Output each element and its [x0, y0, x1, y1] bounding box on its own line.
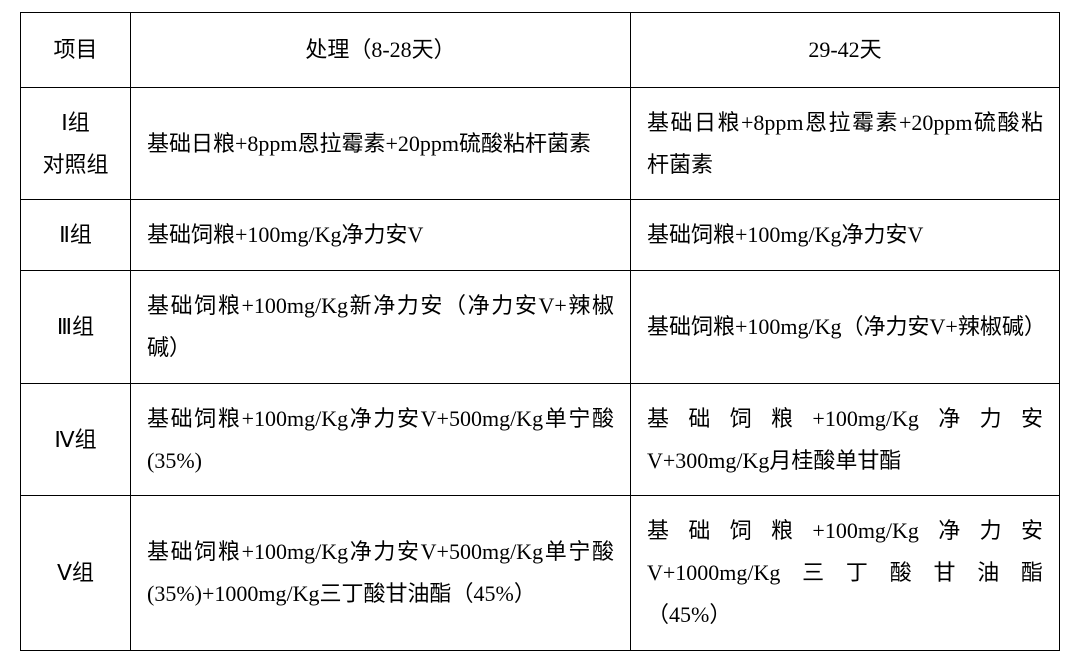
group-5-col1: 基础饲粮+100mg/Kg净力安V+500mg/Kg单宁酸(35%)+1000m…: [131, 496, 631, 650]
group-1-col1: 基础日粮+8ppm恩拉霉素+20ppm硫酸粘杆菌素: [131, 87, 631, 200]
group-4-col2-line1: 基础饲粮+100mg/Kg净力安: [647, 406, 1043, 431]
group-2-col2: 基础饲粮+100mg/Kg净力安V: [631, 200, 1060, 271]
table-container: 项目 处理（8-28天） 29-42天 Ⅰ组 对照组 基础日粮+8ppm恩拉霉素…: [0, 0, 1080, 663]
group-2-col1: 基础饲粮+100mg/Kg净力安V: [131, 200, 631, 271]
group-1-col2: 基础日粮+8ppm恩拉霉素+20ppm硫酸粘杆菌素: [631, 87, 1060, 200]
table-row: Ⅰ组 对照组 基础日粮+8ppm恩拉霉素+20ppm硫酸粘杆菌素 基础日粮+8p…: [21, 87, 1060, 200]
header-treatment: 处理（8-28天）: [131, 13, 631, 88]
group-4-col2: 基础饲粮+100mg/Kg净力安 V+300mg/Kg月桂酸单甘酯: [631, 383, 1060, 496]
header-project: 项目: [21, 13, 131, 88]
group-3-col1: 基础饲粮+100mg/Kg新净力安（净力安V+辣椒碱）: [131, 271, 631, 384]
group-5-col2-line1: 基础饲粮+100mg/Kg净力安: [647, 518, 1043, 543]
group-4-col2-line2: V+300mg/Kg月桂酸单甘酯: [647, 440, 1043, 482]
group-5-label: Ⅴ组: [21, 496, 131, 650]
table-row: Ⅱ组 基础饲粮+100mg/Kg净力安V 基础饲粮+100mg/Kg净力安V: [21, 200, 1060, 271]
table-header-row: 项目 处理（8-28天） 29-42天: [21, 13, 1060, 88]
group-3-label: Ⅲ组: [21, 271, 131, 384]
group-5-col2-line2: V+1000mg/Kg三丁酸甘油酯: [647, 560, 1043, 585]
experiment-table: 项目 处理（8-28天） 29-42天 Ⅰ组 对照组 基础日粮+8ppm恩拉霉素…: [20, 12, 1060, 651]
group-5-col2: 基础饲粮+100mg/Kg净力安 V+1000mg/Kg三丁酸甘油酯 （45%）: [631, 496, 1060, 650]
group-1-label: Ⅰ组 对照组: [21, 87, 131, 200]
group-4-label: Ⅳ组: [21, 383, 131, 496]
table-row: Ⅳ组 基础饲粮+100mg/Kg净力安V+500mg/Kg单宁酸(35%) 基础…: [21, 383, 1060, 496]
table-row: Ⅴ组 基础饲粮+100mg/Kg净力安V+500mg/Kg单宁酸(35%)+10…: [21, 496, 1060, 650]
group-4-col1: 基础饲粮+100mg/Kg净力安V+500mg/Kg单宁酸(35%): [131, 383, 631, 496]
group-1-label-line2: 对照组: [27, 144, 124, 186]
group-3-col2: 基础饲粮+100mg/Kg（净力安V+辣椒碱）: [631, 271, 1060, 384]
header-period2: 29-42天: [631, 13, 1060, 88]
table-row: Ⅲ组 基础饲粮+100mg/Kg新净力安（净力安V+辣椒碱） 基础饲粮+100m…: [21, 271, 1060, 384]
group-2-label: Ⅱ组: [21, 200, 131, 271]
group-5-col2-line3: （45%）: [647, 594, 1043, 636]
group-1-label-line1: Ⅰ组: [27, 102, 124, 144]
